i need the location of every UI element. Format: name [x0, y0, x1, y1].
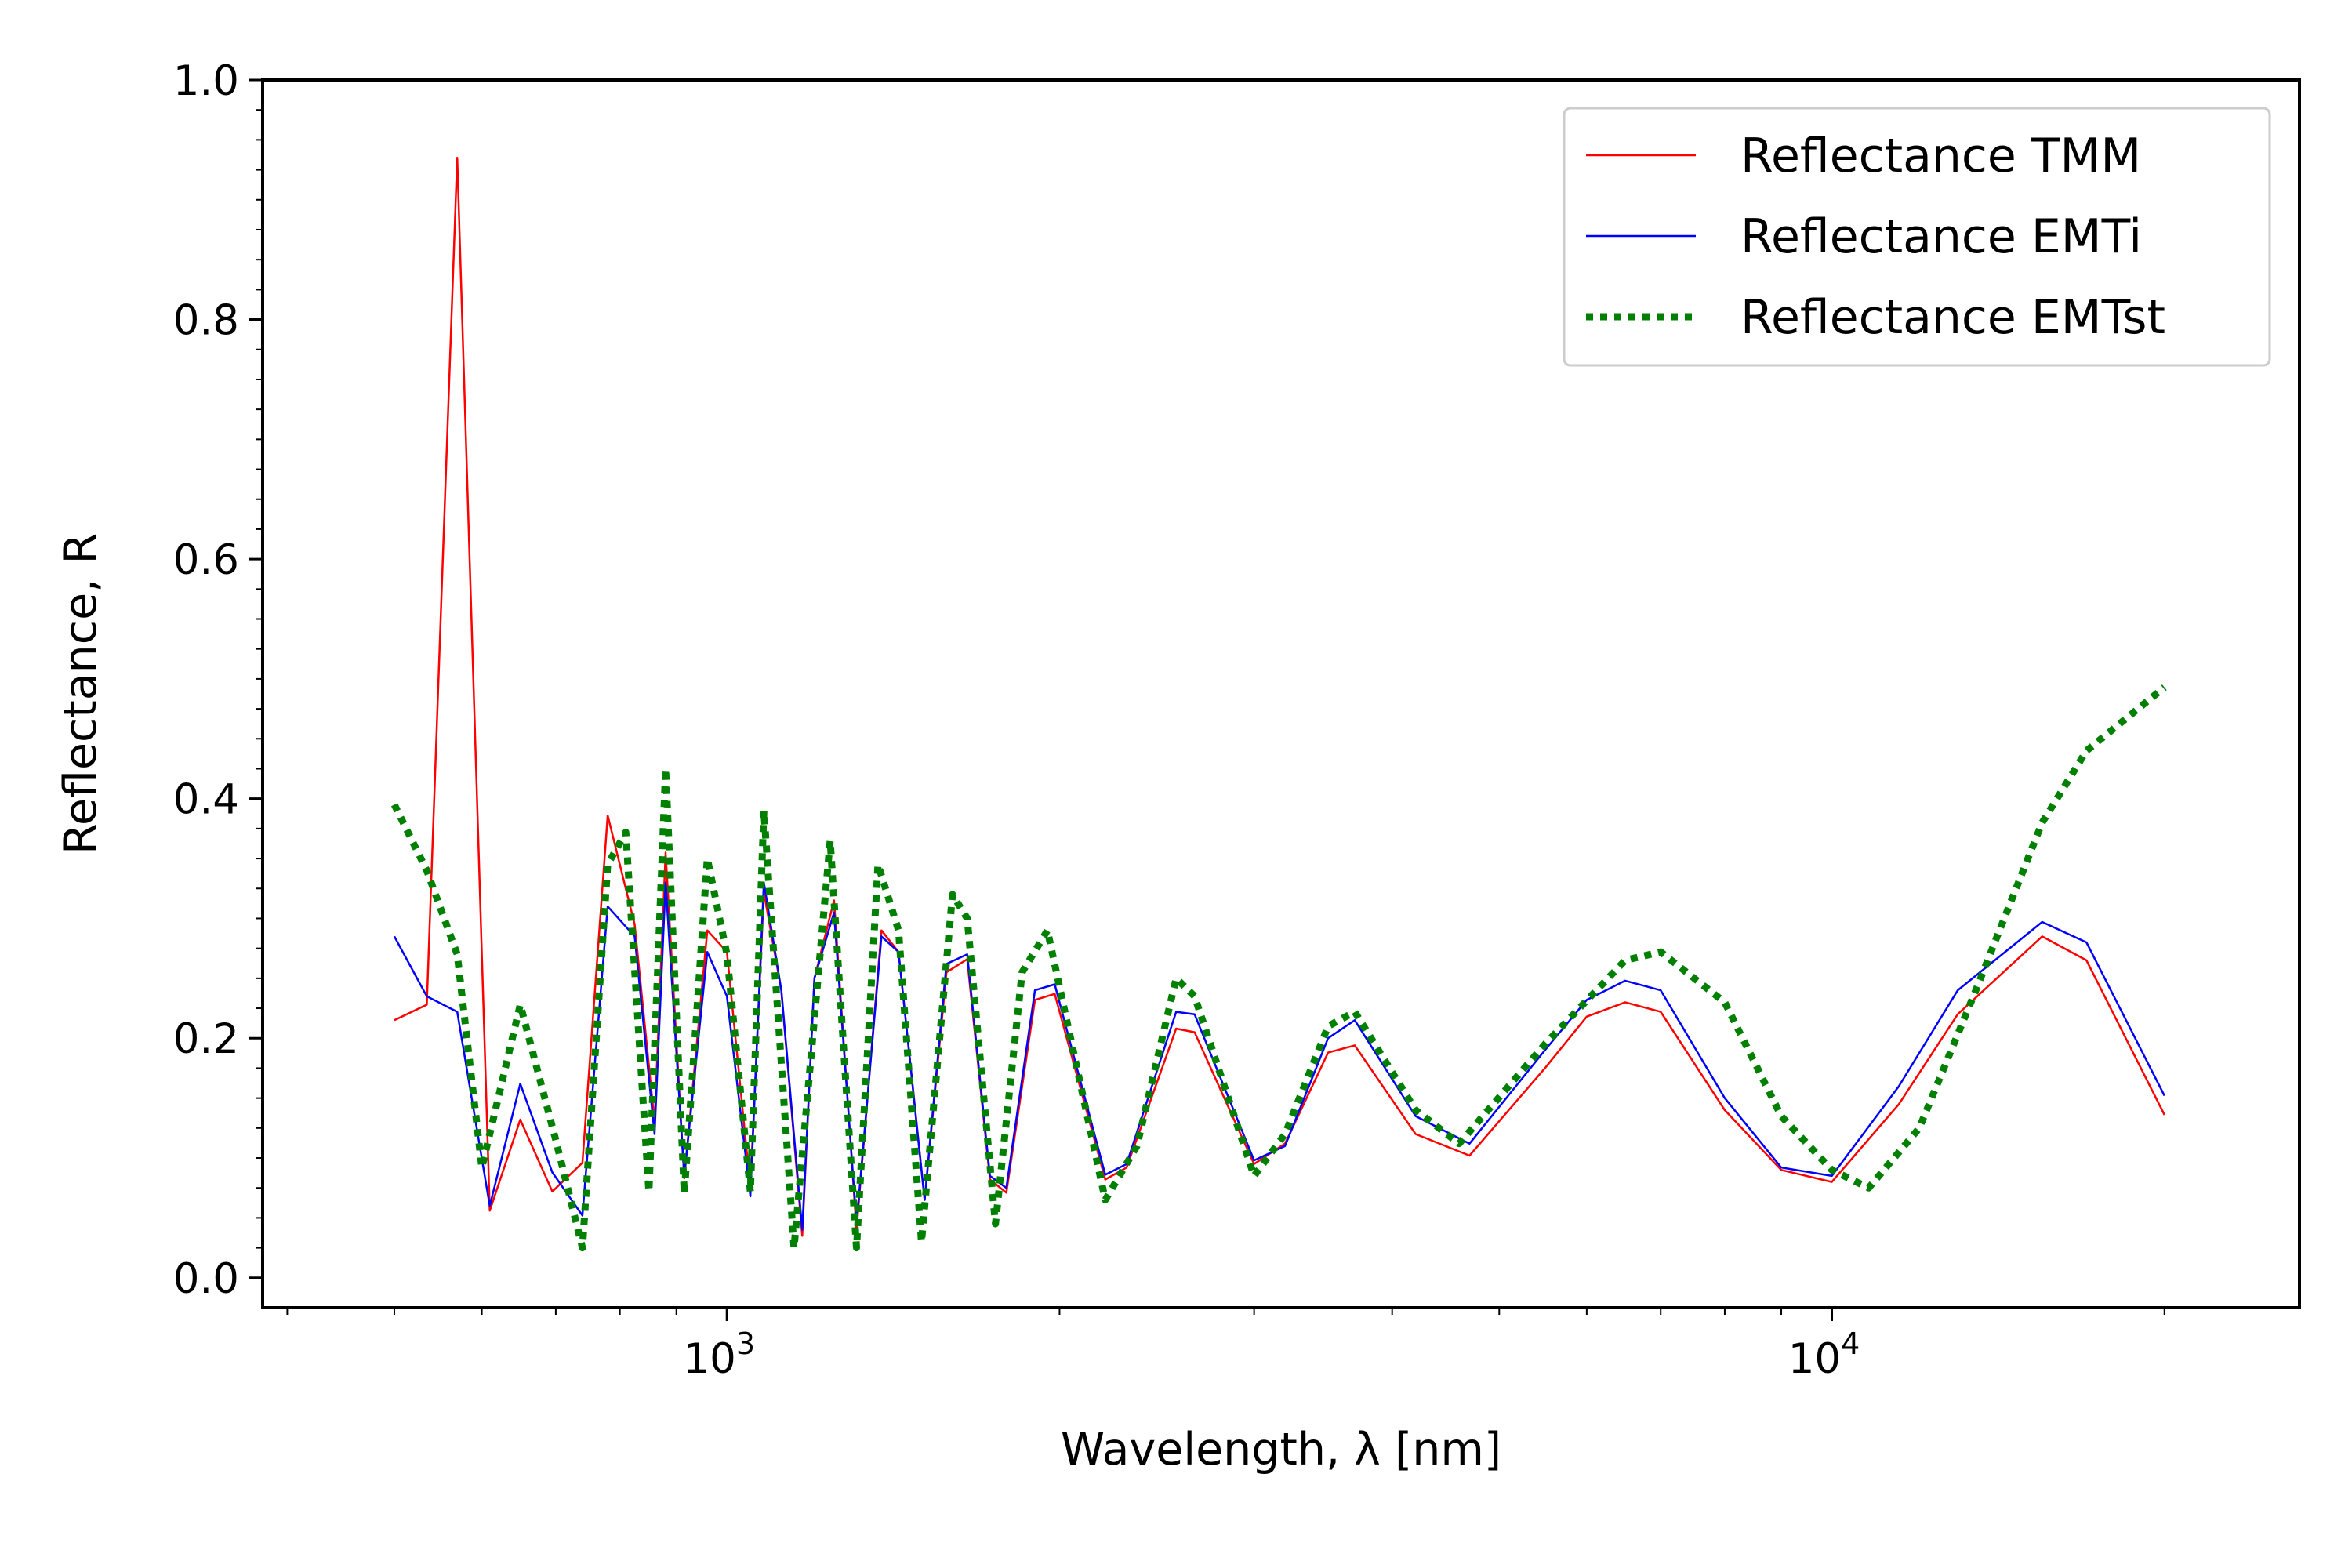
series-layer — [390, 157, 2167, 1252]
series-line-1 — [393, 881, 2165, 1231]
y-tick-label: 0.2 — [173, 1015, 239, 1063]
legend-label-tmm: Reflectance TMM — [1740, 129, 2141, 183]
x-axis-title: Wavelength, λ [nm] — [1061, 1424, 1501, 1475]
y-tick-label: 0.4 — [173, 776, 239, 824]
y-tick-label: 1.0 — [173, 57, 239, 105]
legend-box — [1563, 107, 2271, 367]
y-axis-title: Reflectance, R — [55, 533, 107, 855]
series-line-2 — [390, 684, 2167, 1252]
y-tick-label: 0.8 — [173, 297, 239, 345]
legend-label-emtst: Reflectance EMTst — [1740, 290, 2165, 345]
y-tick-label: 0.6 — [173, 536, 239, 584]
legend-label-emti: Reflectance EMTi — [1740, 209, 2142, 264]
y-tick-label: 0.0 — [173, 1255, 239, 1303]
plot-frame — [261, 78, 2301, 1309]
legend: Reflectance TMM Reflectance EMTi Reflect… — [1563, 107, 2271, 367]
y-axis: 0.0 0.2 0.4 0.6 0.8 1.0 — [173, 57, 263, 1303]
plot-area — [390, 157, 2167, 1252]
